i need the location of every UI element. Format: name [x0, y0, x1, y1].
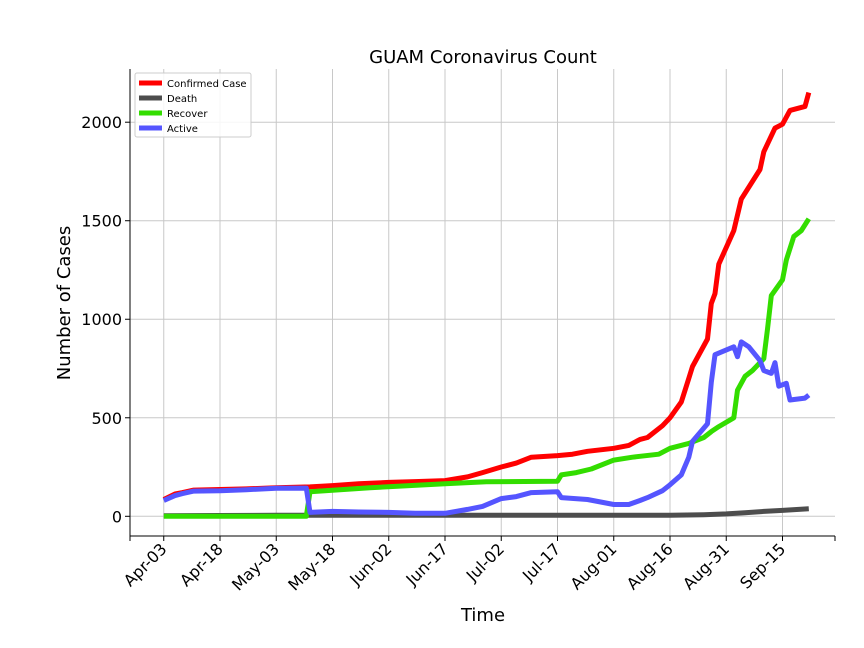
y-tick-label: 0: [112, 507, 122, 526]
x-axis-label: Time: [460, 605, 505, 626]
y-tick-labels: 0 500 1000 1500 2000: [81, 113, 122, 526]
x-tick-label: Jul-02: [462, 539, 508, 585]
x-tick-label: Jun-02: [345, 539, 395, 589]
x-tick-labels: Apr-03 Apr-18 May-03 May-18 Jun-02 Jun-17 Jul-…: [120, 539, 790, 594]
x-tick-label: Aug-31: [679, 539, 733, 593]
x-tick-label: Apr-18: [176, 539, 227, 590]
x-tick-label: Sep-15: [736, 539, 789, 592]
legend-label: Death: [167, 94, 197, 105]
x-tick-label: Jul-17: [518, 539, 564, 585]
x-tick-label: May-03: [228, 539, 283, 594]
legend: Confirmed Case Death Recover Active: [134, 72, 252, 138]
x-tick-label: Jun-17: [402, 539, 452, 589]
x-tick-label: Apr-03: [120, 539, 171, 590]
y-tick-label: 1500: [81, 212, 122, 231]
axes: [125, 69, 836, 541]
series-line-confirmed-case: [162, 91, 812, 502]
legend-label: Active: [167, 124, 198, 135]
x-tick-label: Aug-01: [567, 539, 621, 593]
legend-label: Recover: [167, 109, 208, 120]
chart-title: GUAM Coronavirus Count: [369, 47, 597, 68]
legend-label: Confirmed Case: [167, 79, 247, 90]
series-line-active: [162, 339, 811, 516]
y-tick-label: 500: [91, 409, 122, 428]
y-axis-label: Number of Cases: [54, 226, 75, 381]
y-tick-label: 1000: [81, 310, 122, 329]
series-lines: [162, 91, 812, 519]
x-tick-label: Aug-16: [623, 539, 677, 593]
grid-lines: [130, 69, 835, 536]
series-line-recover: [163, 217, 811, 519]
legend-box: [134, 72, 252, 138]
y-tick-label: 2000: [81, 113, 122, 132]
x-tick-label: May-18: [284, 539, 339, 594]
